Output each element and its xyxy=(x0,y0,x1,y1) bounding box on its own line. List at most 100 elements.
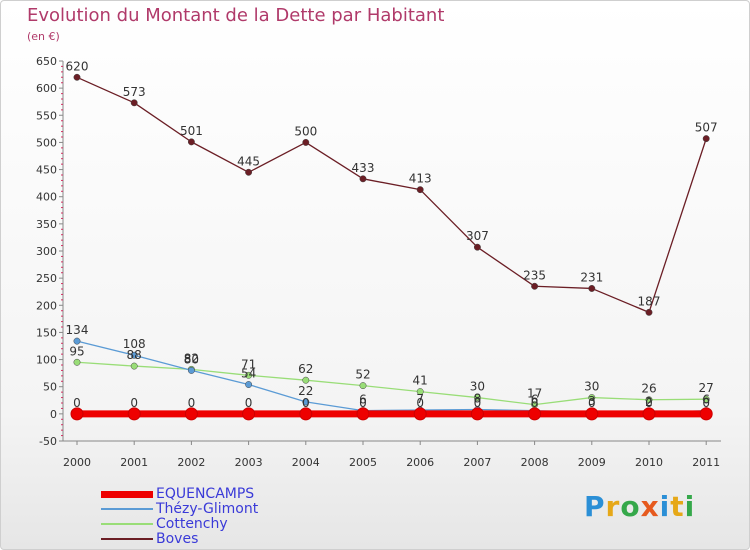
data-label: 26 xyxy=(641,382,656,396)
data-point xyxy=(70,407,84,421)
data-label: 235 xyxy=(523,268,546,282)
logo-letter: r xyxy=(605,490,621,523)
x-tick-label: 2011 xyxy=(692,456,720,469)
series-line-cottenchy xyxy=(76,361,707,406)
data-point xyxy=(359,382,367,390)
y-tick-label: 50 xyxy=(43,381,57,394)
data-label: 231 xyxy=(580,270,603,284)
data-point xyxy=(699,407,713,421)
data-point xyxy=(130,362,138,370)
data-label: 0 xyxy=(302,396,310,410)
data-label: 41 xyxy=(413,374,428,388)
legend-item: Boves xyxy=(101,531,321,547)
data-label: 0 xyxy=(245,396,253,410)
data-label: 500 xyxy=(294,124,317,138)
data-point xyxy=(413,407,427,421)
y-tick-label: 550 xyxy=(36,109,57,122)
legend-label: EQUENCAMPS xyxy=(156,486,255,502)
data-label: 620 xyxy=(66,59,89,73)
data-label: 445 xyxy=(237,154,260,168)
data-label: 52 xyxy=(355,368,370,382)
data-label: 82 xyxy=(184,351,199,365)
legend-swatch xyxy=(101,523,153,525)
y-tick-label: 100 xyxy=(36,354,57,367)
y-tick-label: 350 xyxy=(36,218,57,231)
data-point xyxy=(588,285,596,292)
data-label: 6 xyxy=(702,393,710,407)
data-point xyxy=(127,407,141,421)
data-label: 0 xyxy=(359,396,367,410)
y-tick-label: 150 xyxy=(36,326,57,339)
data-point xyxy=(473,394,481,402)
data-label: 54 xyxy=(241,367,256,381)
data-label: 6 xyxy=(531,393,539,407)
data-point xyxy=(130,351,138,359)
data-label: 501 xyxy=(180,124,203,138)
data-label: 433 xyxy=(352,161,375,175)
data-point xyxy=(702,395,710,403)
logo-letter: P xyxy=(584,490,606,523)
legend-swatch xyxy=(101,538,153,540)
data-label: 108 xyxy=(123,337,146,351)
data-label: 95 xyxy=(69,344,84,358)
x-tick-label: 2004 xyxy=(292,456,320,469)
data-label: 134 xyxy=(66,323,89,337)
data-label: 27 xyxy=(699,381,714,395)
logo-letter: x xyxy=(640,490,660,523)
logo-letter: o xyxy=(620,490,641,523)
data-label: 6 xyxy=(359,393,367,407)
x-tick-label: 2009 xyxy=(578,456,606,469)
data-point xyxy=(73,358,81,366)
data-label: 0 xyxy=(416,396,424,410)
logo-letter: i xyxy=(684,490,696,523)
data-point xyxy=(245,168,253,176)
data-label: 71 xyxy=(241,357,256,371)
legend-label: Boves xyxy=(156,531,199,547)
data-label: 80 xyxy=(184,352,199,366)
y-tick-label: 200 xyxy=(36,299,57,312)
data-point xyxy=(702,135,710,143)
data-label: 88 xyxy=(127,348,142,362)
data-label: 30 xyxy=(470,380,485,394)
data-point xyxy=(299,407,313,421)
series-line-boves xyxy=(76,76,707,313)
data-point xyxy=(187,138,195,146)
data-point xyxy=(588,394,596,402)
chart-axes: -500501001502002503003504004505005506006… xyxy=(36,55,721,469)
chart-series xyxy=(70,73,713,421)
data-point xyxy=(470,407,484,421)
data-point xyxy=(302,138,310,146)
x-tick-label: 2005 xyxy=(349,456,377,469)
data-point xyxy=(242,407,256,421)
chart-legend: EQUENCAMPS Thézy-Glimont Cottenchy Boves xyxy=(101,486,321,547)
data-point xyxy=(416,186,424,194)
proxiti-logo: Proxiti xyxy=(584,490,695,523)
data-point xyxy=(645,308,653,316)
data-point xyxy=(642,407,656,421)
data-point xyxy=(531,282,539,290)
data-label: 62 xyxy=(298,362,313,376)
x-tick-label: 2002 xyxy=(177,456,205,469)
data-label: 0 xyxy=(531,396,539,410)
y-tick-label: -50 xyxy=(39,435,57,448)
data-point xyxy=(356,407,370,421)
data-point xyxy=(528,407,542,421)
x-tick-label: 2003 xyxy=(235,456,263,469)
data-label: 3 xyxy=(588,394,596,408)
data-label: 0 xyxy=(474,396,482,410)
legend-swatch xyxy=(101,508,153,510)
data-point xyxy=(302,376,310,384)
data-point xyxy=(73,337,81,345)
data-label: 307 xyxy=(466,229,489,243)
legend-label: Thézy-Glimont xyxy=(156,501,259,517)
data-label: 187 xyxy=(638,294,661,308)
legend-item: EQUENCAMPS xyxy=(101,486,321,502)
data-label: 2 xyxy=(645,395,653,409)
x-tick-label: 2006 xyxy=(406,456,434,469)
data-label: 8 xyxy=(474,392,482,406)
y-tick-label: 250 xyxy=(36,272,57,285)
legend-item: Thézy-Glimont xyxy=(101,501,321,517)
legend-swatch xyxy=(101,490,153,498)
